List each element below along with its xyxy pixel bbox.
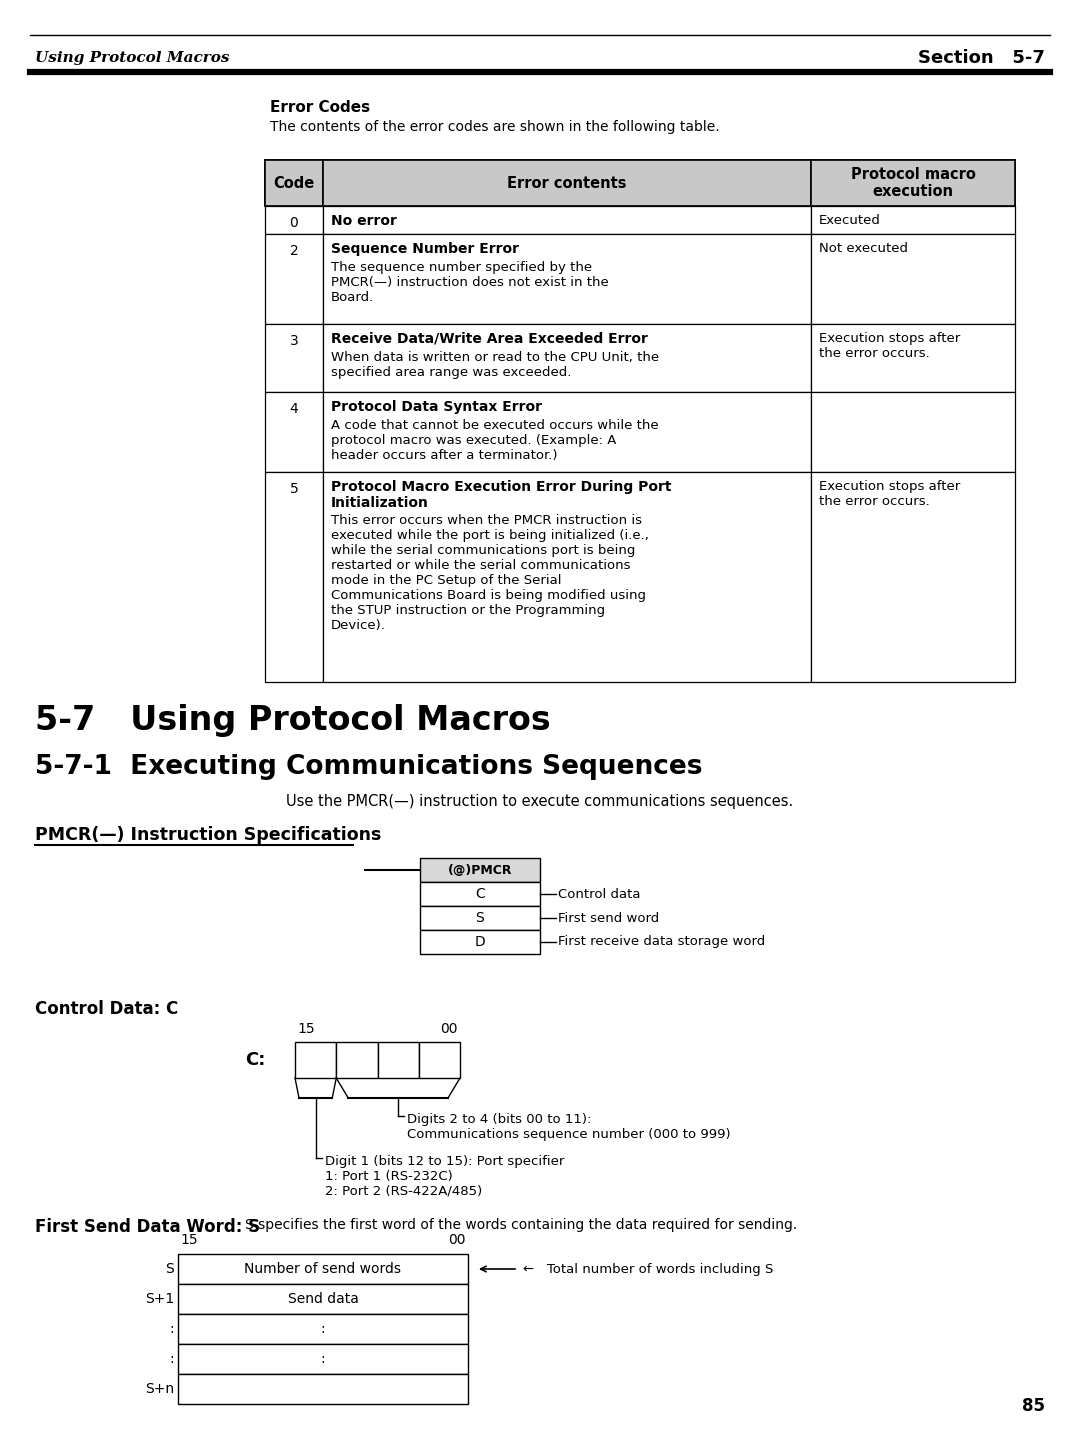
Text: This error occurs when the PMCR instruction is
executed while the port is being : This error occurs when the PMCR instruct… xyxy=(330,514,649,631)
Text: Executed: Executed xyxy=(819,214,881,227)
Text: The sequence number specified by the
PMCR(—) instruction does not exist in the
B: The sequence number specified by the PMC… xyxy=(330,261,609,304)
Bar xyxy=(323,324,811,392)
Text: S+n: S+n xyxy=(145,1382,174,1396)
Text: Protocol Data Syntax Error: Protocol Data Syntax Error xyxy=(330,400,542,415)
Bar xyxy=(323,472,811,682)
Text: Error Codes: Error Codes xyxy=(270,100,370,115)
Text: A code that cannot be executed occurs while the
protocol macro was executed. (Ex: A code that cannot be executed occurs wh… xyxy=(330,419,659,462)
Text: 85: 85 xyxy=(1022,1398,1045,1415)
Bar xyxy=(295,1042,336,1078)
Text: Digits 2 to 4 (bits 00 to 11):
Communications sequence number (000 to 999): Digits 2 to 4 (bits 00 to 11): Communica… xyxy=(407,1114,731,1141)
Text: :: : xyxy=(170,1352,174,1366)
Text: 3: 3 xyxy=(289,334,298,349)
Text: Execution stops after
the error occurs.: Execution stops after the error occurs. xyxy=(819,479,960,508)
Text: ←   Total number of words including S: ← Total number of words including S xyxy=(523,1263,773,1276)
Text: When data is written or read to the CPU Unit, the
specified area range was excee: When data is written or read to the CPU … xyxy=(330,352,659,379)
Bar xyxy=(178,1284,468,1314)
Text: First receive data storage word: First receive data storage word xyxy=(558,936,766,949)
Text: The contents of the error codes are shown in the following table.: The contents of the error codes are show… xyxy=(270,121,719,133)
Bar xyxy=(420,858,540,883)
Bar xyxy=(265,324,323,392)
Bar xyxy=(265,392,323,472)
Text: 5: 5 xyxy=(289,482,298,497)
Bar xyxy=(420,930,540,954)
Bar xyxy=(323,207,811,234)
Text: C:: C: xyxy=(245,1050,265,1069)
Text: Protocol macro
execution: Protocol macro execution xyxy=(851,166,975,199)
Text: Code: Code xyxy=(273,175,314,191)
Text: S specifies the first word of the words containing the data required for sending: S specifies the first word of the words … xyxy=(245,1218,797,1233)
Text: 5-7   Using Protocol Macros: 5-7 Using Protocol Macros xyxy=(35,705,551,738)
Bar xyxy=(323,159,811,207)
Text: D: D xyxy=(474,936,485,949)
Text: (@)PMCR: (@)PMCR xyxy=(448,864,512,877)
Bar xyxy=(336,1042,378,1078)
Text: 5-7-1  Executing Communications Sequences: 5-7-1 Executing Communications Sequences xyxy=(35,753,702,781)
Text: S: S xyxy=(475,911,484,926)
Text: 15: 15 xyxy=(297,1022,314,1036)
Bar xyxy=(811,472,1015,682)
Text: Receive Data/Write Area Exceeded Error: Receive Data/Write Area Exceeded Error xyxy=(330,331,648,346)
Text: Section   5-7: Section 5-7 xyxy=(918,49,1045,67)
Bar xyxy=(178,1345,468,1373)
Bar xyxy=(265,159,323,207)
Text: 4: 4 xyxy=(289,402,298,416)
Text: First Send Data Word: S: First Send Data Word: S xyxy=(35,1218,260,1236)
Bar xyxy=(265,472,323,682)
Bar xyxy=(420,905,540,930)
Text: Protocol Macro Execution Error During Port
Initialization: Protocol Macro Execution Error During Po… xyxy=(330,479,672,511)
Bar xyxy=(811,324,1015,392)
Text: Control Data: C: Control Data: C xyxy=(35,1000,178,1017)
Bar xyxy=(265,234,323,324)
Text: PMCR(—) Instruction Specifications: PMCR(—) Instruction Specifications xyxy=(35,827,381,844)
Text: Using Protocol Macros: Using Protocol Macros xyxy=(35,52,229,65)
Text: Sequence Number Error: Sequence Number Error xyxy=(330,243,519,255)
Bar xyxy=(265,159,1015,207)
Text: Execution stops after
the error occurs.: Execution stops after the error occurs. xyxy=(819,331,960,360)
Text: :: : xyxy=(170,1322,174,1336)
Bar xyxy=(811,159,1015,207)
Text: Use the PMCR(—) instruction to execute communications sequences.: Use the PMCR(—) instruction to execute c… xyxy=(286,794,794,809)
Text: Number of send words: Number of send words xyxy=(244,1261,402,1276)
Text: Error contents: Error contents xyxy=(508,175,626,191)
Bar xyxy=(178,1314,468,1345)
Text: 0: 0 xyxy=(289,217,298,230)
Text: 15: 15 xyxy=(180,1233,198,1247)
Text: 00: 00 xyxy=(448,1233,465,1247)
Bar xyxy=(178,1254,468,1284)
Text: 2: 2 xyxy=(289,244,298,258)
Bar xyxy=(811,234,1015,324)
Text: :: : xyxy=(321,1352,325,1366)
Bar xyxy=(811,207,1015,234)
Bar xyxy=(265,207,323,234)
Text: S+1: S+1 xyxy=(145,1292,174,1306)
Text: :: : xyxy=(321,1322,325,1336)
Bar xyxy=(378,1042,419,1078)
Text: Send data: Send data xyxy=(287,1292,359,1306)
Bar xyxy=(323,392,811,472)
Text: 00: 00 xyxy=(441,1022,458,1036)
Bar xyxy=(323,234,811,324)
Bar xyxy=(178,1373,468,1403)
Bar xyxy=(419,1042,460,1078)
Bar xyxy=(420,883,540,905)
Text: Digit 1 (bits 12 to 15): Port specifier
1: Port 1 (RS-232C)
2: Port 2 (RS-422A/4: Digit 1 (bits 12 to 15): Port specifier … xyxy=(325,1155,564,1198)
Bar xyxy=(811,392,1015,472)
Text: Not executed: Not executed xyxy=(819,243,908,255)
Text: First send word: First send word xyxy=(558,911,659,924)
Text: Control data: Control data xyxy=(558,887,640,901)
Text: C: C xyxy=(475,887,485,901)
Text: S: S xyxy=(165,1261,174,1276)
Text: No error: No error xyxy=(330,214,396,228)
